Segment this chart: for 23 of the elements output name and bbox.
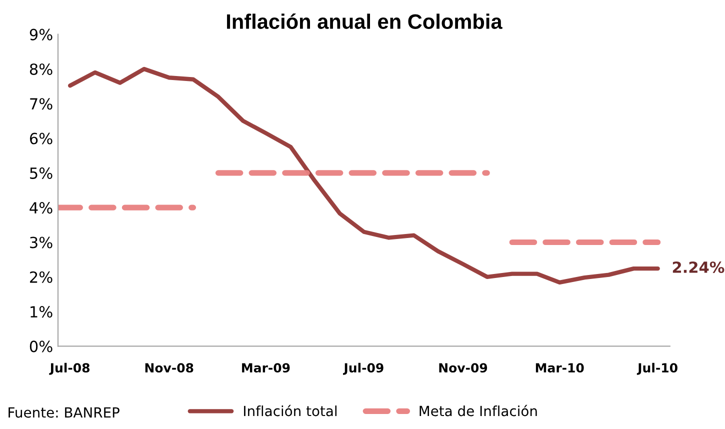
y-tick-label: 2%	[30, 271, 52, 283]
y-tick-label: 3%	[30, 236, 52, 248]
x-tick-label: Mar-10	[536, 363, 584, 373]
x-tick-label: Mar-09	[242, 363, 290, 373]
y-tick-label: 9%	[30, 28, 52, 40]
line-series	[68, 66, 660, 285]
legend-label: Inflación total	[244, 404, 337, 416]
x-tick-label: Jul-10	[636, 362, 678, 375]
y-tick-label: 6%	[30, 132, 52, 144]
y-tick-label: 4%	[30, 202, 52, 214]
x-tick-label: Nov-09	[439, 363, 488, 373]
y-tick-label: 7%	[30, 98, 52, 110]
legend-label: Meta de Inflación	[420, 404, 537, 416]
annotation: 2.24%	[672, 261, 724, 274]
y-tick-label: 8%	[30, 63, 52, 75]
chart-title: Inflación anual en Colombia	[227, 13, 502, 29]
x-tick-label: Jul-09	[343, 362, 384, 375]
source-note: Fuente: BANREP	[8, 407, 120, 418]
y-tick-label: 1%	[30, 306, 52, 318]
x-tick-label: Nov-08	[145, 363, 194, 373]
x-tick-label: Jul-08	[49, 362, 90, 375]
y-tick-label: 5%	[30, 167, 52, 179]
y-tick-label: 0%	[30, 340, 52, 352]
